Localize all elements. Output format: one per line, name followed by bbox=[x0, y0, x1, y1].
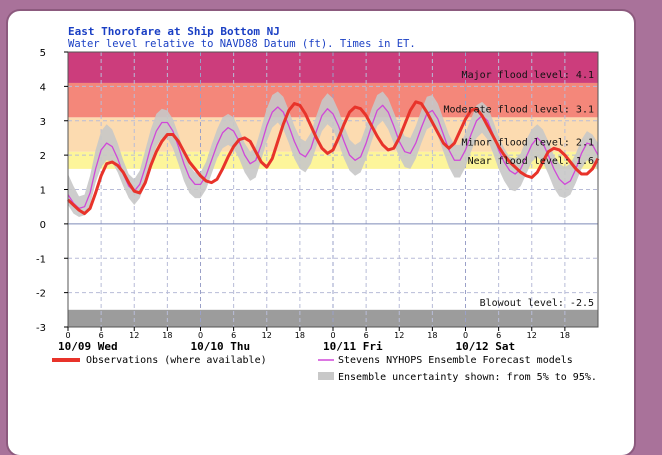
x-tick-label: 12 bbox=[394, 331, 404, 340]
day-label: 10/10 Thu bbox=[191, 340, 251, 353]
x-tick-label: 0 bbox=[463, 331, 468, 340]
x-tick-label: 18 bbox=[162, 331, 172, 340]
y-tick-label: 5 bbox=[40, 48, 46, 59]
grid bbox=[68, 52, 598, 327]
legend-uncertainty-label: Ensemble uncertainty shown: from 5% to 9… bbox=[338, 372, 597, 383]
y-tick-label: 0 bbox=[40, 220, 46, 231]
x-tick-label: 18 bbox=[560, 331, 570, 340]
x-tick-label: 6 bbox=[364, 331, 369, 340]
uncertainty-area bbox=[68, 91, 598, 217]
x-tick-label: 6 bbox=[231, 331, 236, 340]
chart: East Thorofare at Ship Bottom NJ Water l… bbox=[36, 25, 600, 383]
x-tick-label: 0 bbox=[330, 331, 335, 340]
series-lines bbox=[66, 100, 600, 216]
y-tick-label: 4 bbox=[40, 82, 46, 93]
uncertainty-band bbox=[68, 91, 598, 217]
forecast-line bbox=[67, 104, 599, 210]
legend-observations-label: Observations (where available) bbox=[86, 355, 267, 366]
x-tick-label: 6 bbox=[99, 331, 104, 340]
band-label-minor: Minor flood level: 2.1 bbox=[462, 138, 594, 149]
band-label-blowout: Blowout level: -2.5 bbox=[480, 298, 594, 309]
legend-uncertainty-swatch bbox=[318, 372, 334, 380]
chart-card: East Thorofare at Ship Bottom NJ Water l… bbox=[8, 11, 634, 455]
x-tick-label: 0 bbox=[198, 331, 203, 340]
x-tick-label: 6 bbox=[496, 331, 501, 340]
day-label: 10/12 Sat bbox=[456, 340, 516, 353]
y-tick-label: -2 bbox=[36, 289, 46, 300]
x-tick-label: 0 bbox=[65, 331, 70, 340]
day-label: 10/11 Fri bbox=[323, 340, 383, 353]
observations-line bbox=[66, 100, 600, 216]
x-tick-label: 12 bbox=[262, 331, 272, 340]
y-tick-label: -1 bbox=[36, 254, 46, 265]
y-tick-label: 2 bbox=[40, 151, 46, 162]
x-tick-label: 18 bbox=[295, 331, 305, 340]
band-label-major: Major flood level: 4.1 bbox=[462, 70, 594, 81]
x-tick-label: 18 bbox=[427, 331, 437, 340]
band-label-near: Near flood level: 1.6 bbox=[468, 156, 594, 167]
y-tick-label: -3 bbox=[36, 323, 46, 334]
band-labels: Blowout level: -2.5 Near flood level: 1.6… bbox=[443, 70, 594, 309]
chart-subtitle: Water level relative to NAVD88 Datum (ft… bbox=[68, 38, 416, 50]
y-tick-label: 1 bbox=[40, 186, 46, 197]
legend: Observations (where available) Stevens N… bbox=[52, 355, 597, 383]
day-label: 10/09 Wed bbox=[58, 340, 118, 353]
y-tick-label: 3 bbox=[40, 117, 46, 128]
band-label-moderate: Moderate flood level: 3.1 bbox=[443, 104, 594, 115]
legend-forecast-label: Stevens NYHOPS Ensemble Forecast models bbox=[338, 355, 573, 366]
x-tick-label: 12 bbox=[527, 331, 537, 340]
chart-title: East Thorofare at Ship Bottom NJ bbox=[68, 25, 280, 38]
x-tick-label: 12 bbox=[129, 331, 139, 340]
